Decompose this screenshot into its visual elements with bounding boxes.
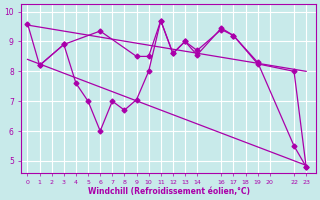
X-axis label: Windchill (Refroidissement éolien,°C): Windchill (Refroidissement éolien,°C)	[88, 187, 250, 196]
